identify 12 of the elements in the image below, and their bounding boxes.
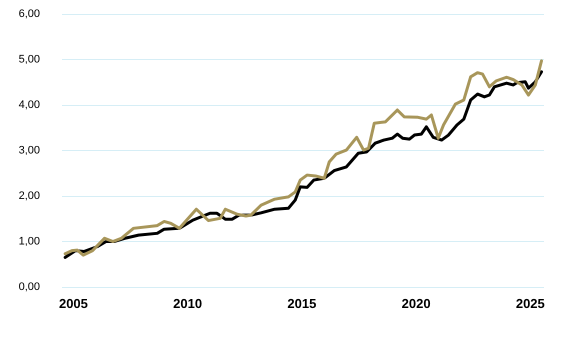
y-tick-label: 1,00 — [18, 236, 40, 248]
y-tick-label: 2,00 — [18, 190, 40, 202]
x-tick-label: 2025 — [516, 296, 545, 311]
y-tick-label: 3,00 — [18, 144, 40, 156]
y-tick-label: 4,00 — [18, 99, 40, 111]
y-tick-label: 5,00 — [18, 54, 40, 66]
x-tick-label: 2020 — [402, 296, 431, 311]
x-tick-label: 2010 — [173, 296, 202, 311]
y-tick-label: 6,00 — [18, 8, 40, 20]
x-tick-label: 2015 — [287, 296, 316, 311]
y-tick-label: 0,00 — [18, 281, 40, 293]
x-tick-label: 2005 — [58, 296, 88, 311]
